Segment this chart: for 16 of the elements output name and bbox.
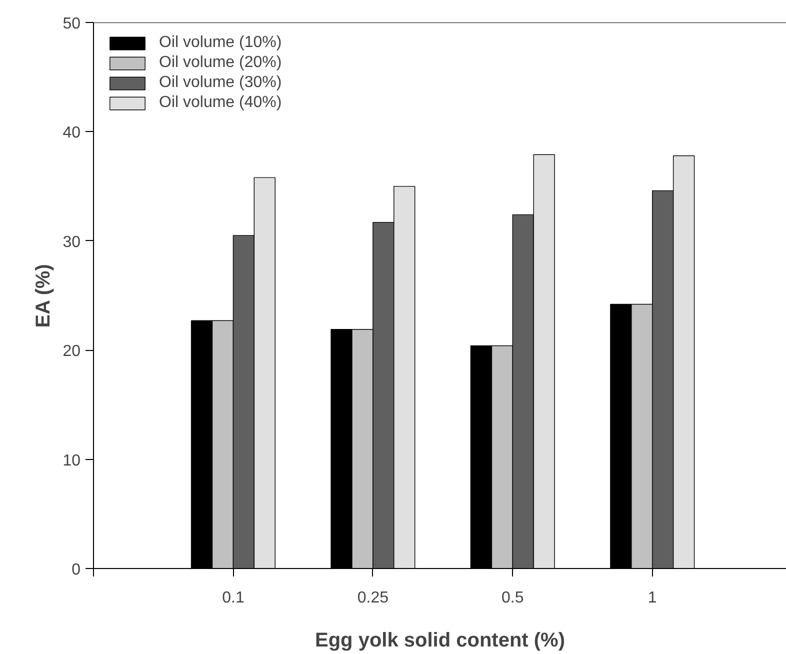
x-tick-label: 0.5	[502, 590, 524, 606]
legend-label: Oil volume (20%)	[159, 54, 282, 72]
x-tick-label: 0.1	[222, 590, 244, 606]
y-tick-label: 40	[62, 124, 81, 142]
y-tick-label: 0	[72, 562, 81, 578]
y-axis-title: EA (%)	[32, 264, 55, 328]
legend-label: Oil volume (40%)	[159, 94, 282, 112]
y-tick-label: 30	[62, 234, 81, 251]
y-tick-label: 50	[62, 16, 81, 32]
legend-label: Oil volume (10%)	[159, 34, 282, 52]
y-tick-label: 10	[62, 452, 81, 470]
y-tick-label: 20	[62, 343, 81, 360]
legend-label: Oil volume (30%)	[159, 74, 282, 92]
x-tick-label: 0.25	[357, 590, 389, 606]
x-tick-label: 1	[648, 590, 657, 606]
x-axis-title: Egg yolk solid content (%)	[314, 630, 566, 652]
